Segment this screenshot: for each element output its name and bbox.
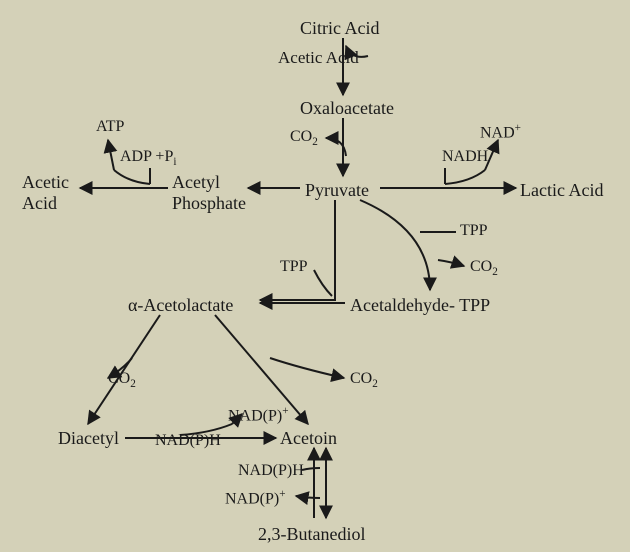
label-co2-a: CO2 bbox=[290, 128, 318, 149]
label-co2-right: CO2 bbox=[470, 258, 498, 279]
node-citric-acid: Citric Acid bbox=[300, 18, 380, 39]
node-acetoin: Acetoin bbox=[280, 428, 337, 449]
node-a-acetolactate: α-Acetolactate bbox=[128, 295, 233, 316]
node-lactic-acid: Lactic Acid bbox=[520, 180, 603, 201]
node-butanediol: 2,3-Butanediol bbox=[258, 524, 365, 545]
node-diacetyl: Diacetyl bbox=[58, 428, 119, 449]
node-acetaldehyde-tpp: Acetaldehyde- TPP bbox=[350, 295, 490, 316]
node-pyruvate: Pyruvate bbox=[305, 180, 369, 201]
label-adp-pi: ADP +Pi bbox=[120, 148, 176, 169]
label-nadp-plus-mid: NAD(P)+ bbox=[228, 405, 289, 425]
pathway-arrows bbox=[0, 0, 630, 552]
label-nadh: NADH bbox=[442, 148, 488, 166]
label-co2-b: CO2 bbox=[108, 370, 136, 391]
node-oxaloacetate: Oxaloacetate bbox=[300, 98, 394, 119]
node-acetic-acid-left: AceticAcid bbox=[22, 172, 69, 213]
label-nadp-plus-bottom: NAD(P)+ bbox=[225, 488, 286, 508]
label-atp: ATP bbox=[96, 118, 124, 136]
label-nadph-mid: NAD(P)H bbox=[155, 432, 221, 450]
node-acetic-acid-top: Acetic Acid bbox=[278, 48, 359, 68]
label-tpp-mid: TPP bbox=[280, 258, 308, 276]
label-nad-plus: NAD+ bbox=[480, 122, 521, 142]
label-co2-c: CO2 bbox=[350, 370, 378, 391]
node-acetyl-phosphate: AcetylPhosphate bbox=[172, 172, 246, 213]
label-tpp-right: TPP bbox=[460, 222, 488, 240]
label-nadph-bottom: NAD(P)H bbox=[238, 462, 304, 480]
